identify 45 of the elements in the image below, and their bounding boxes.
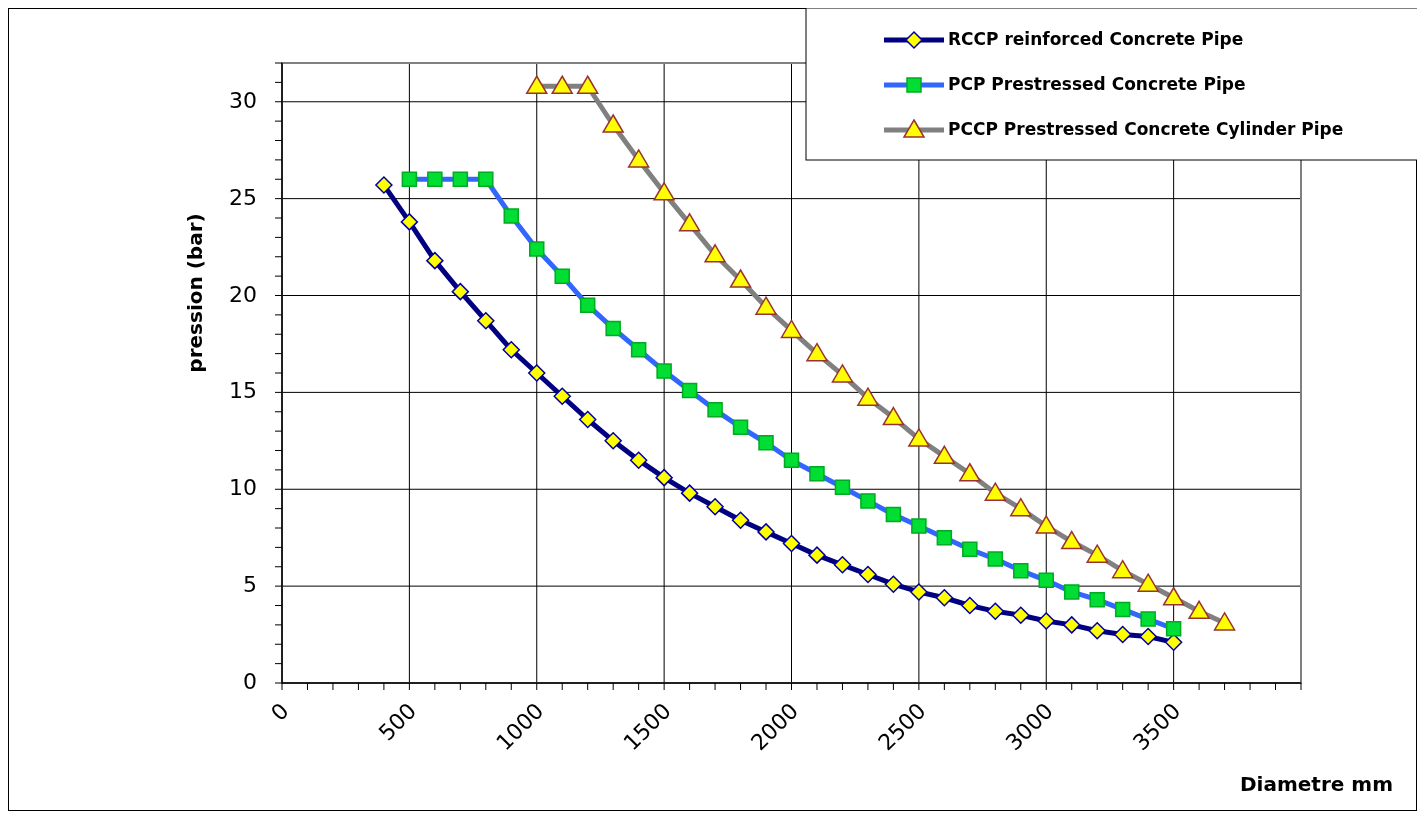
point: [680, 484, 699, 502]
y-axis-title: pression (bar): [183, 213, 207, 373]
point: [706, 497, 724, 516]
point: [578, 410, 597, 429]
point: [910, 583, 928, 601]
point: [604, 432, 622, 450]
point: [451, 282, 470, 301]
point: [961, 596, 979, 615]
legend-label: RCCP reinforced Concrete Pipe: [948, 29, 1244, 49]
point: [375, 176, 393, 194]
y-tick-label: 10: [229, 475, 257, 501]
point: [655, 468, 673, 487]
point: [400, 213, 419, 231]
point: [1088, 621, 1106, 640]
x-axis-title: Diametre mm: [1240, 772, 1393, 796]
point: [808, 546, 826, 564]
y-tick-label: 20: [229, 281, 257, 307]
y-tick-label: 30: [229, 87, 257, 113]
point: [782, 534, 801, 553]
point: [553, 387, 571, 405]
point: [986, 602, 1005, 621]
point: [884, 575, 903, 593]
point: [833, 556, 852, 574]
legend-label: PCP Prestressed Concrete Pipe: [948, 74, 1246, 94]
point: [1012, 606, 1030, 624]
point: [528, 364, 546, 382]
point: [1113, 625, 1132, 644]
y-tick-label: 25: [229, 184, 257, 210]
point: [426, 251, 444, 270]
point: [477, 311, 495, 330]
point: [1062, 616, 1081, 634]
point: [502, 341, 521, 359]
point: [1139, 627, 1157, 646]
legend-label: PCCP Prestressed Concrete Cylinder Pipe: [948, 119, 1344, 139]
point: [935, 589, 954, 607]
x-tick-label: 500: [373, 698, 422, 746]
point: [859, 565, 877, 584]
point: [757, 523, 775, 541]
point: [731, 511, 750, 529]
point: [1037, 612, 1055, 630]
y-tick-label: 15: [229, 378, 257, 404]
y-tick-label: 5: [243, 572, 257, 598]
point: [629, 451, 648, 469]
y-tick-label: 0: [243, 669, 257, 694]
x-tick-label: 0: [266, 698, 294, 726]
